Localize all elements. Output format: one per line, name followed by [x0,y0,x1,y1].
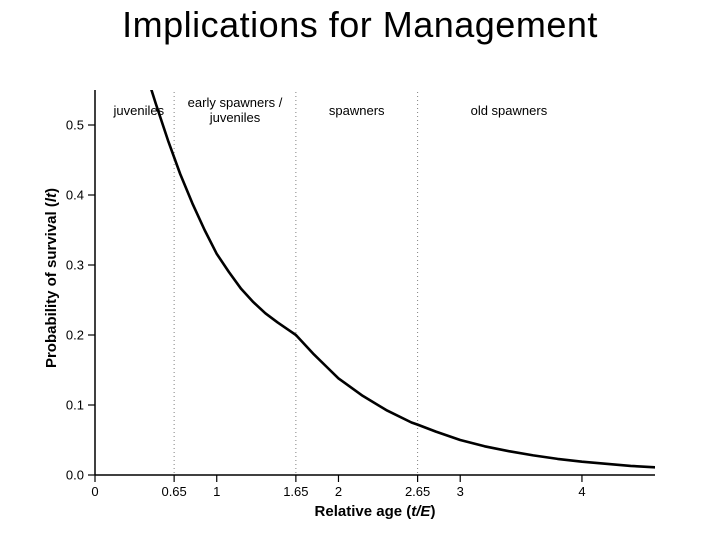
x-tick-label: 4 [578,484,585,499]
y-tick-label: 0.0 [50,468,84,483]
y-axis-label: Probability of survival (lt) [43,178,60,378]
y-tick-label: 0.4 [50,188,84,203]
x-tick-label-special: 2.65 [405,484,430,499]
x-tick-label: 3 [457,484,464,499]
x-tick-label-special: 0.65 [161,484,186,499]
region-label: old spawners [471,104,548,119]
region-label: juveniles [114,104,165,119]
y-tick-label: 0.1 [50,398,84,413]
x-tick-label: 1 [213,484,220,499]
page-title: Implications for Management [0,4,720,46]
y-tick-label: 0.5 [50,118,84,133]
y-tick-label: 0.2 [50,328,84,343]
x-tick-label: 2 [335,484,342,499]
x-tick-label: 0 [91,484,98,499]
y-tick-label: 0.3 [50,258,84,273]
x-tick-label-special: 1.65 [283,484,308,499]
region-label: early spawners / juveniles [188,96,283,126]
region-label: spawners [329,104,385,119]
chart-area [95,90,655,475]
x-axis-label: Relative age (t/E) [295,503,455,520]
